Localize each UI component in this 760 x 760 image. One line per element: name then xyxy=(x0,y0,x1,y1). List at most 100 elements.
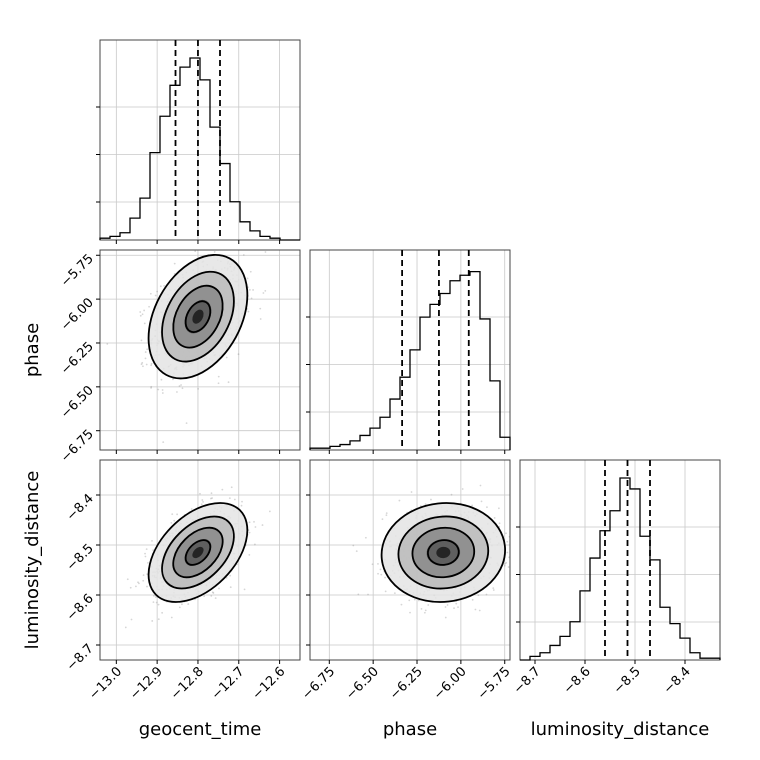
scatter-point xyxy=(201,499,204,501)
scatter-point xyxy=(151,539,153,542)
scatter-point xyxy=(523,522,525,524)
scatter-point xyxy=(152,601,155,604)
scatter-point xyxy=(444,606,447,608)
scatter-point xyxy=(194,250,197,253)
scatter-point xyxy=(262,292,265,294)
density-level xyxy=(192,546,204,559)
scatter-point xyxy=(150,362,153,365)
scatter-point xyxy=(486,506,488,509)
scatter-point xyxy=(216,248,218,250)
scatter-point xyxy=(507,566,510,568)
scatter-point xyxy=(187,603,190,605)
x-tick-label-luminosity_distance: −8.4 xyxy=(661,664,694,697)
scatter-point xyxy=(408,599,411,602)
x-tick-label-geocent_time: −13.0 xyxy=(86,664,125,703)
scatter-point xyxy=(453,607,455,610)
density-area xyxy=(352,484,525,619)
scatter-point xyxy=(144,552,146,555)
scatter-point xyxy=(505,561,508,564)
scatter-point xyxy=(381,518,384,521)
y-tick-label-luminosity_distance: −8.5 xyxy=(64,541,97,574)
scatter-point xyxy=(424,503,427,506)
scatter-point xyxy=(504,562,507,565)
scatter-point xyxy=(420,607,423,610)
y-tick-label-luminosity_distance: −8.4 xyxy=(64,491,97,524)
scatter-point xyxy=(410,491,413,493)
scatter-point xyxy=(514,579,516,581)
scatter-point xyxy=(497,507,500,510)
scatter-point xyxy=(357,593,360,596)
scatter-point xyxy=(142,579,145,582)
scatter-point xyxy=(144,357,147,360)
scatter-point xyxy=(250,297,253,300)
scatter-point xyxy=(261,524,264,526)
scatter-point xyxy=(479,484,482,487)
scatter-point xyxy=(253,520,255,523)
scatter-point xyxy=(352,544,355,547)
panel-frame xyxy=(309,249,511,451)
scatter-point xyxy=(264,290,267,292)
scatter-point xyxy=(217,244,219,246)
scatter-point xyxy=(211,591,214,594)
scatter-point xyxy=(241,246,243,248)
scatter-point xyxy=(159,285,162,288)
scatter-point xyxy=(126,578,129,581)
scatter-point xyxy=(180,384,182,386)
scatter-point xyxy=(148,305,150,308)
y-tick-label-phase: −6.25 xyxy=(58,339,97,378)
scatter-point xyxy=(178,606,181,609)
scatter-point xyxy=(150,364,153,367)
scatter-point xyxy=(480,500,483,503)
contour-line xyxy=(380,502,506,603)
scatter-point xyxy=(171,513,174,516)
scatter-point xyxy=(246,242,248,244)
x-tick-label-geocent_time: −12.6 xyxy=(250,664,289,703)
scatter-point xyxy=(515,568,517,570)
scatter-point xyxy=(248,521,251,524)
scatter-point xyxy=(161,611,164,614)
scatter-point xyxy=(249,270,252,273)
x-tick-label-geocent_time: −12.7 xyxy=(209,664,248,703)
x-tick-label-phase: −6.75 xyxy=(299,664,338,703)
scatter-point xyxy=(424,609,427,612)
panel-frame xyxy=(519,459,721,661)
scatter-point xyxy=(492,587,495,590)
scatter-point xyxy=(243,588,246,591)
scatter-panel-phase-vs-luminosity_distance xyxy=(306,459,525,664)
x-axis-title-phase: phase xyxy=(383,719,437,740)
scatter-point xyxy=(516,541,518,543)
scatter-point xyxy=(498,522,501,525)
scatter-point xyxy=(233,498,236,501)
y-tick-label-luminosity_distance: −8.7 xyxy=(64,641,97,674)
scatter-point xyxy=(413,598,416,601)
scatter-point xyxy=(355,550,358,553)
x-tick-label-luminosity_distance: −8.6 xyxy=(561,664,594,697)
y-tick-label-phase: −6.00 xyxy=(58,295,97,334)
scatter-point xyxy=(503,564,506,567)
scatter-point xyxy=(137,581,139,584)
x-tick-label-phase: −6.50 xyxy=(343,664,382,703)
scatter-panel-geocent_time-vs-phase xyxy=(96,242,301,454)
y-tick-label-luminosity_distance: −8.6 xyxy=(64,591,97,624)
x-tick-label-phase: −6.00 xyxy=(431,664,470,703)
scatter-point xyxy=(371,563,374,566)
x-tick-label-luminosity_distance: −8.7 xyxy=(511,664,544,697)
scatter-panel-geocent_time-vs-luminosity_distance xyxy=(96,459,301,664)
scatter-point xyxy=(150,385,153,388)
scatter-point xyxy=(455,602,458,605)
scatter-point xyxy=(400,603,403,606)
scatter-point xyxy=(149,292,152,295)
scatter-point xyxy=(248,531,251,534)
y-axis-title-phase: phase xyxy=(22,323,43,377)
scatter-point xyxy=(385,514,388,517)
scatter-point xyxy=(229,574,232,577)
scatter-point xyxy=(398,499,401,502)
y-tick-label-phase: −5.75 xyxy=(58,251,97,290)
scatter-point xyxy=(139,314,142,317)
scatter-point xyxy=(242,254,245,256)
scatter-point xyxy=(157,603,160,606)
scatter-point xyxy=(384,576,386,579)
scatter-point xyxy=(170,616,173,619)
histogram-outline xyxy=(309,270,511,450)
x-tick-label-geocent_time: −12.9 xyxy=(127,664,166,703)
